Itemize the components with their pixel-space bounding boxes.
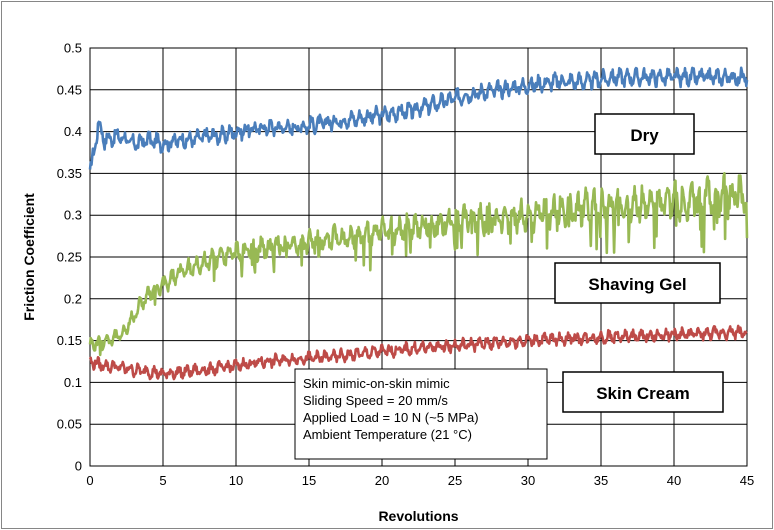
y-tick-label: 0.3 [64, 208, 82, 223]
x-tick-label: 0 [86, 473, 93, 488]
x-tick-label: 35 [594, 473, 608, 488]
y-tick-label: 0.35 [57, 166, 82, 181]
y-tick-label: 0 [75, 459, 82, 474]
info-line-temperature: Ambient Temperature (21 °C) [303, 427, 472, 442]
y-tick-label: 0.2 [64, 291, 82, 306]
x-tick-label: 15 [302, 473, 316, 488]
series-line-shaving-gel [88, 172, 749, 357]
annotation-skin-cream: Skin Cream [562, 371, 724, 413]
y-tick-label: 0.1 [64, 375, 82, 390]
annotation-dry-label: Dry [630, 126, 659, 145]
info-line-setup: Skin mimic-on-skin mimic [303, 376, 450, 391]
y-tick-label: 0.5 [64, 41, 82, 56]
y-axis-title: Friction Coefficient [21, 193, 37, 321]
x-tick-label: 45 [740, 473, 754, 488]
x-tick-label: 10 [229, 473, 243, 488]
y-tick-label: 0.05 [57, 417, 82, 432]
x-tick-label: 25 [448, 473, 462, 488]
x-axis-title: Revolutions [378, 508, 458, 524]
tick-labels: 0 0.05 0.1 0.15 0.2 0.25 0.3 0.35 0.4 0.45 0.5 0 5 10… [57, 41, 755, 489]
x-tick-label: 5 [159, 473, 166, 488]
series-lines [88, 66, 749, 381]
y-tick-label: 0.45 [57, 82, 82, 97]
annotation-skin-cream-label: Skin Cream [596, 384, 690, 403]
y-tick-label: 0.4 [64, 124, 82, 139]
annotation-dry: Dry [594, 113, 695, 155]
y-tick-label: 0.15 [57, 333, 82, 348]
x-tick-label: 40 [667, 473, 681, 488]
series-line-skin-cream [88, 324, 748, 381]
y-tick-label: 0.25 [57, 250, 82, 265]
annotation-shaving-gel-label: Shaving Gel [588, 275, 686, 294]
experiment-info-box: Skin mimic-on-skin mimic Sliding Speed =… [294, 368, 548, 460]
x-tick-label: 20 [375, 473, 389, 488]
info-line-speed: Sliding Speed = 20 mm/s [303, 393, 448, 408]
x-tick-label: 30 [521, 473, 535, 488]
series-line-dry [88, 66, 749, 170]
annotation-shaving-gel: Shaving Gel [554, 262, 721, 304]
info-line-load: Applied Load = 10 N (~5 MPa) [303, 410, 479, 425]
